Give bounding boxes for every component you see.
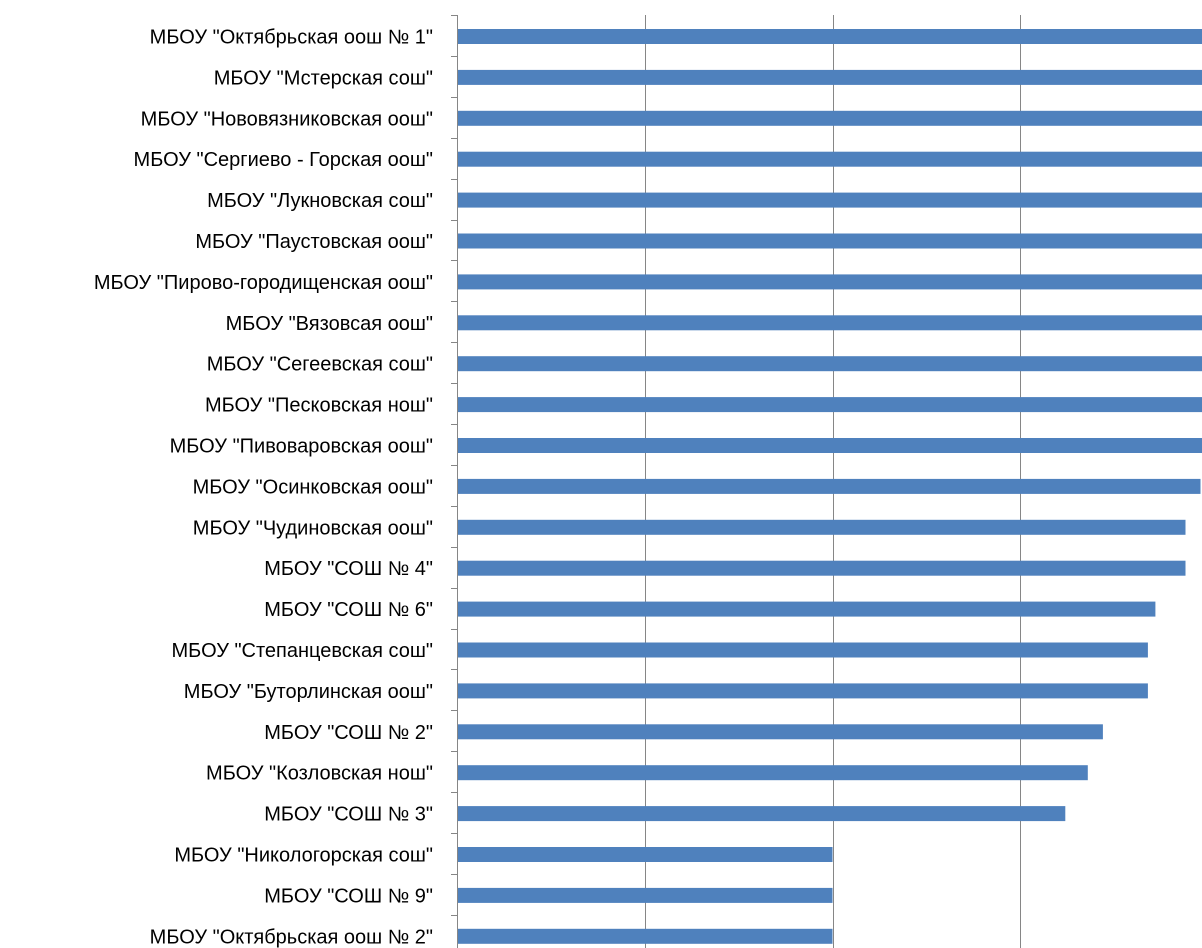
- bar-16: [458, 642, 1148, 658]
- category-label: МБОУ "СОШ № 6": [264, 599, 433, 621]
- category-label: МБОУ "Никологорская сош": [174, 845, 433, 867]
- category-label: МБОУ "Лукновская сош": [207, 190, 433, 212]
- category-labels: МБОУ "Октябрьская оош № 1" МБОУ "Мстерска…: [94, 27, 433, 948]
- bar-20: [458, 806, 1066, 822]
- bar-3: [458, 110, 1202, 126]
- bar-1: [458, 29, 1202, 44]
- bar-9: [458, 356, 1202, 372]
- bar-4: [458, 151, 1202, 167]
- bar-14: [458, 560, 1186, 576]
- category-label: МБОУ "Пивоваровская оош": [170, 436, 433, 458]
- bar-8: [458, 315, 1202, 331]
- category-label: МБОУ "Паустовская оош": [195, 231, 433, 253]
- bar-10: [458, 397, 1202, 413]
- category-label: МБОУ "Октябрьская оош № 2": [150, 926, 433, 948]
- category-label: МБОУ "СОШ № 4": [264, 558, 433, 580]
- bar-19: [458, 765, 1088, 781]
- bar-18: [458, 724, 1103, 740]
- category-label: МБОУ "Сегеевская сош": [207, 354, 433, 376]
- category-label: МБОУ "СОШ № 3": [264, 804, 433, 826]
- bar-12: [458, 478, 1201, 494]
- category-label: МБОУ "Осинковская оош": [193, 476, 433, 498]
- category-label: МБОУ "Козловская нош": [206, 763, 433, 785]
- bar-5: [458, 192, 1202, 208]
- category-label: МБОУ "Пирово-городищенская оош": [94, 272, 433, 294]
- category-label: МБОУ "Песковская нош": [205, 395, 433, 417]
- bar-13: [458, 519, 1186, 535]
- category-label: МБОУ "Буторлинская оош": [184, 681, 433, 703]
- bar-7: [458, 274, 1202, 290]
- bar-23: [458, 928, 833, 944]
- category-axis: [451, 15, 458, 948]
- category-label: МБОУ "СОШ № 2": [264, 722, 433, 744]
- category-label: МБОУ "СОШ № 9": [264, 885, 433, 907]
- category-label: МБОУ "Октябрьская оош № 1": [150, 27, 433, 49]
- category-label: МБОУ "Сергиево - Горская оош": [134, 149, 433, 171]
- bar-15: [458, 601, 1156, 617]
- category-label: МБОУ "Мстерская сош": [214, 67, 433, 89]
- bar-17: [458, 683, 1148, 699]
- bar-11: [458, 438, 1202, 453]
- bar-22: [458, 887, 833, 903]
- bar-21: [458, 847, 833, 862]
- bars: [458, 29, 1202, 944]
- category-label: МБОУ "Чудиновская оош": [193, 517, 433, 539]
- category-label: МБОУ "Нововязниковская оош": [141, 108, 433, 130]
- category-label: МБОУ "Степанцевская сош": [172, 640, 433, 662]
- category-label: МБОУ "Вязовсая оош": [226, 313, 433, 335]
- bar-2: [458, 69, 1202, 85]
- bar-6: [458, 233, 1202, 249]
